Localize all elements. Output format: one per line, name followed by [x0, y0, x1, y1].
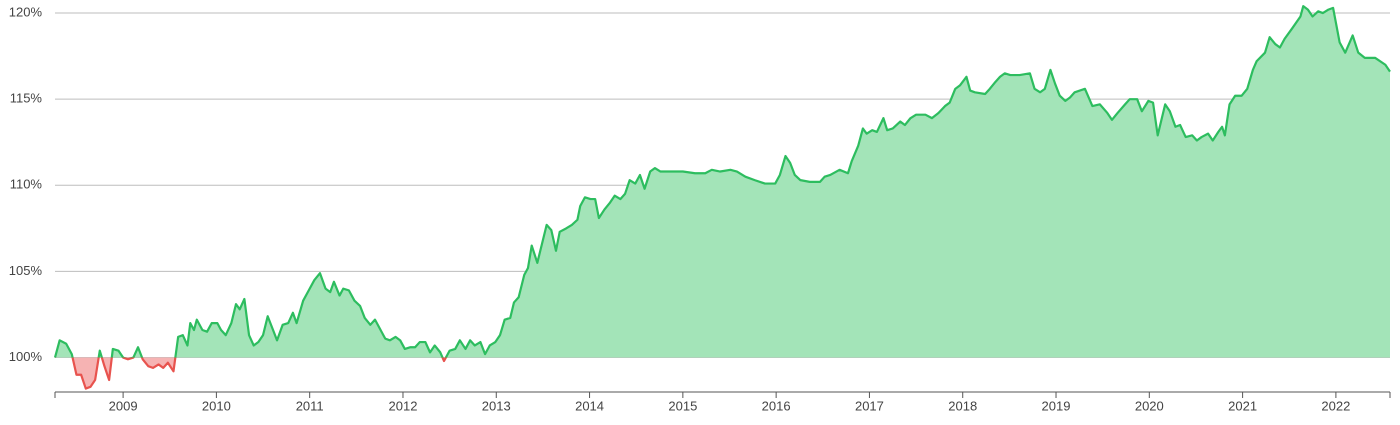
x-tick-label: 2009 — [109, 398, 138, 413]
x-tick-label: 2017 — [855, 398, 884, 413]
x-tick-label: 2020 — [1135, 398, 1164, 413]
x-tick-label: 2010 — [202, 398, 231, 413]
x-tick-label: 2022 — [1321, 398, 1350, 413]
y-tick-label: 115% — [10, 91, 43, 106]
y-tick-label: 120% — [9, 4, 43, 19]
x-tick-label: 2013 — [482, 398, 511, 413]
y-tick-label: 100% — [9, 349, 43, 364]
y-tick-label: 110% — [10, 177, 43, 192]
x-tick-label: 2019 — [1042, 398, 1071, 413]
line-above — [53, 5, 1391, 358]
x-tick-label: 2018 — [948, 398, 977, 413]
area-above — [55, 6, 1390, 358]
x-tick-label: 2021 — [1228, 398, 1257, 413]
y-tick-label: 105% — [9, 263, 43, 278]
x-tick-label: 2012 — [389, 398, 418, 413]
x-tick-label: 2014 — [575, 398, 604, 413]
x-tick-label: 2016 — [762, 398, 791, 413]
x-tick-label: 2011 — [296, 398, 324, 413]
x-tick-label: 2015 — [668, 398, 697, 413]
